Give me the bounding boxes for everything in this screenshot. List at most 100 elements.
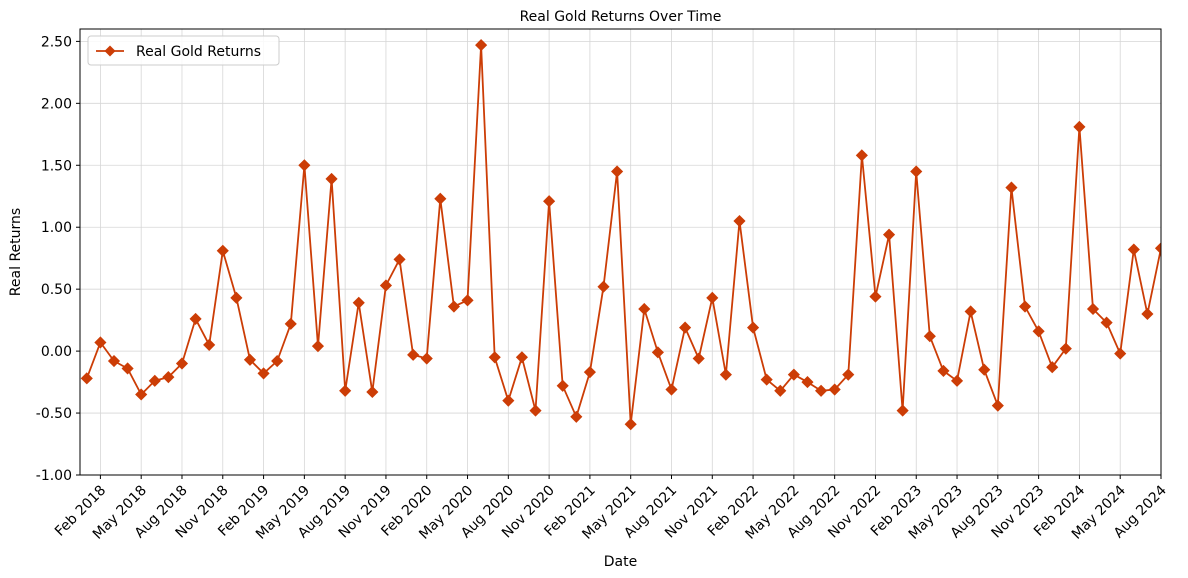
data-point xyxy=(1046,361,1059,374)
y-tick-label: 2.50 xyxy=(41,34,72,50)
data-point xyxy=(651,346,664,359)
data-point xyxy=(529,404,542,417)
data-point xyxy=(1100,316,1113,329)
data-point xyxy=(230,291,243,304)
data-point xyxy=(515,351,528,364)
data-point xyxy=(216,244,229,257)
data-point xyxy=(175,357,189,370)
data-point xyxy=(488,351,501,364)
data-point xyxy=(366,385,379,399)
data-point xyxy=(203,338,216,351)
data-point xyxy=(325,172,338,185)
data-point xyxy=(1073,120,1086,133)
data-point xyxy=(379,279,393,292)
data-point xyxy=(502,394,515,407)
y-axis-label: Real Returns xyxy=(8,208,24,296)
data-point xyxy=(787,368,800,381)
data-point xyxy=(1086,302,1100,316)
data-point xyxy=(121,362,134,375)
data-point xyxy=(543,195,556,208)
data-point xyxy=(814,384,828,397)
data-point xyxy=(461,294,474,307)
data-point xyxy=(393,253,406,266)
data-point xyxy=(1141,307,1154,321)
data-point xyxy=(475,39,488,52)
series-line xyxy=(85,44,1161,426)
data-point xyxy=(733,214,746,228)
data-point xyxy=(896,404,909,417)
data-point xyxy=(828,383,841,396)
data-point xyxy=(597,280,610,293)
data-point xyxy=(978,363,991,376)
data-point xyxy=(94,336,107,349)
y-tick-label: 1.50 xyxy=(41,158,72,174)
data-point xyxy=(162,371,175,384)
data-point xyxy=(1127,243,1140,256)
x-axis-label: Date xyxy=(604,554,637,570)
data-point xyxy=(298,159,311,172)
data-point xyxy=(243,353,257,366)
y-tick-label: 1.00 xyxy=(41,220,72,236)
data-point xyxy=(407,348,420,361)
data-point xyxy=(583,366,596,379)
data-point xyxy=(611,165,624,178)
data-point xyxy=(1018,300,1032,313)
data-point xyxy=(950,374,964,387)
data-point xyxy=(148,374,161,387)
data-point xyxy=(882,228,896,241)
data-point xyxy=(257,367,270,380)
data-point xyxy=(801,376,814,389)
data-point xyxy=(1114,347,1127,360)
data-point xyxy=(747,321,760,334)
data-point xyxy=(311,340,325,353)
data-point xyxy=(964,305,977,318)
data-point xyxy=(135,388,148,401)
data-point xyxy=(679,321,692,334)
chart-title: Real Gold Returns Over Time xyxy=(520,9,722,25)
data-point xyxy=(719,368,732,381)
data-point xyxy=(855,149,868,162)
data-point xyxy=(434,192,447,205)
y-axis: -1.00 -0.50 0.00 0.50 1.00 1.50 2.00 2.50 xyxy=(36,34,80,484)
data-point xyxy=(937,364,950,377)
data-point xyxy=(910,165,923,178)
data-point xyxy=(991,399,1004,412)
data-point xyxy=(638,302,651,316)
data-point xyxy=(706,291,719,304)
data-point xyxy=(1059,342,1072,355)
y-tick-label: -1.00 xyxy=(36,468,72,484)
y-tick-label: 0.00 xyxy=(41,344,72,360)
y-tick-label: 0.50 xyxy=(41,282,72,298)
legend-label: Real Gold Returns xyxy=(136,44,261,60)
data-point xyxy=(1005,181,1018,194)
legend: Real Gold Returns xyxy=(87,35,280,66)
y-tick-label: 2.00 xyxy=(41,96,72,112)
legend-box xyxy=(87,35,280,66)
data-point xyxy=(420,352,433,365)
data-point xyxy=(624,418,637,431)
data-point xyxy=(869,290,882,303)
data-point xyxy=(447,300,460,313)
data-point xyxy=(352,296,365,309)
data-point xyxy=(665,383,678,396)
data-point xyxy=(107,354,121,368)
data-point xyxy=(271,354,284,368)
data-point xyxy=(556,379,569,392)
data-point xyxy=(1154,242,1161,255)
series-group xyxy=(80,39,1161,431)
data-point xyxy=(1032,325,1045,338)
data-point xyxy=(842,368,855,381)
data-point xyxy=(923,330,936,343)
data-point xyxy=(189,312,202,325)
data-point xyxy=(339,384,352,397)
legend-marker xyxy=(104,45,116,57)
data-point xyxy=(692,352,705,365)
data-point xyxy=(760,373,773,386)
data-point xyxy=(570,410,583,423)
y-tick-label: -0.50 xyxy=(36,406,72,422)
data-point xyxy=(774,384,787,397)
data-point xyxy=(80,372,93,385)
grid xyxy=(80,29,1162,476)
